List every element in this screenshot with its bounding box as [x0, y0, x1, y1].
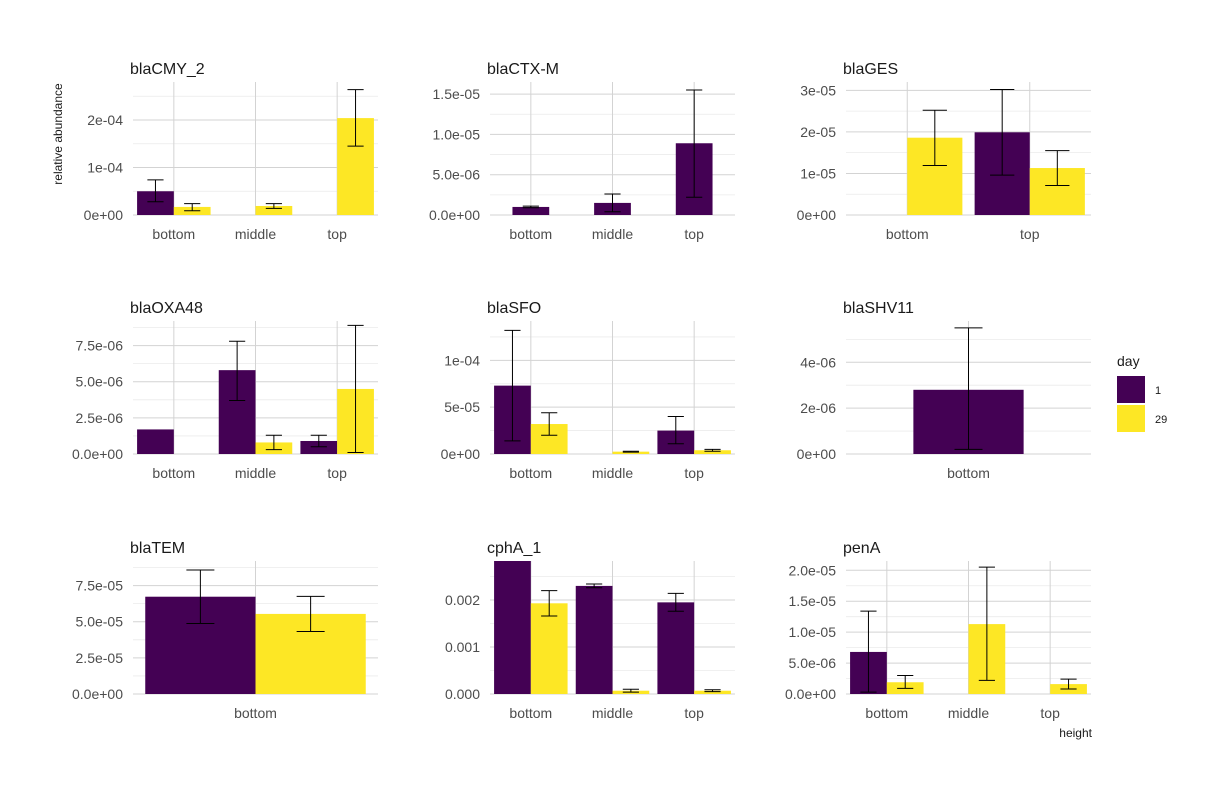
y-tick-label: 0e+00 — [441, 446, 481, 462]
y-tick-label: 0.000 — [445, 686, 480, 702]
x-tick-label: top — [327, 226, 347, 242]
y-tick-label: 0.0e+00 — [72, 686, 123, 702]
x-tick-label: middle — [235, 226, 276, 242]
y-tick-label: 4e-06 — [800, 354, 836, 370]
panel-blactx-m: 0.0e+00 5.0e-06 1.0e-05 1.5e-05 bottom middle… — [429, 61, 735, 242]
x-tick-label: bottom — [152, 226, 195, 242]
x-tick-label: top — [1020, 226, 1040, 242]
x-tick-label: middle — [592, 226, 633, 242]
panel-title: cphA_1 — [487, 540, 541, 557]
legend-key-day-1 — [1117, 376, 1145, 403]
x-tick-label: middle — [235, 465, 276, 481]
panel-blasfo: 0e+00 5e-05 1e-04 bottom middle top blaSFO — [441, 300, 735, 481]
y-tick-label: 3e-05 — [800, 82, 836, 98]
panel-blacmy-2: 0e+00 1e-04 2e-04 bottom middle top blaCMY_2 — [84, 61, 378, 242]
bar-blactx-m-bottom-day1 — [512, 206, 550, 215]
panel-title: blaCMY_2 — [130, 61, 205, 78]
bar-cpha-1-bottom-day1 — [494, 561, 531, 694]
x-tick-label: top — [1040, 705, 1060, 721]
x-tick-label: bottom — [947, 465, 990, 481]
legend-key-day-29 — [1117, 405, 1145, 432]
y-tick-label: 5.0e-06 — [789, 655, 837, 671]
bar-cpha-1-middle-day1 — [575, 585, 613, 694]
x-tick-label: bottom — [865, 705, 908, 721]
y-tick-label: 1.0e-05 — [789, 624, 837, 640]
y-tick-label: 1e-05 — [800, 165, 836, 181]
y-tick-label: 2.5e-05 — [76, 650, 124, 666]
panel-blatem: 0.0e+00 2.5e-05 5.0e-05 7.5e-05 bottom blaTEM — [72, 540, 378, 721]
y-tick-label: 1.0e-05 — [433, 126, 481, 142]
panel-title: blaGES — [843, 61, 898, 78]
y-tick-label: 2.0e-05 — [789, 562, 837, 578]
y-tick-label: 5.0e-06 — [433, 167, 481, 183]
bar-blacmy-2-middle-day29 — [255, 205, 293, 215]
panel-pena: 0.0e+00 5.0e-06 1.0e-05 1.5e-05 2.0e-05 botto… — [785, 540, 1091, 721]
x-tick-label: middle — [948, 705, 989, 721]
panel-title: blaSHV11 — [843, 300, 914, 317]
y-tick-label: 0.0e+00 — [429, 207, 480, 223]
x-tick-label: middle — [592, 465, 633, 481]
panel-cpha-1: 0.000 0.001 0.002 bottom middle top cphA_1 — [445, 540, 735, 721]
x-tick-label: bottom — [886, 226, 929, 242]
panel-title: blaOXA48 — [130, 300, 203, 317]
y-tick-label: 1.5e-05 — [789, 593, 837, 609]
y-tick-label: 0e+00 — [84, 207, 124, 223]
legend-title: day — [1117, 353, 1140, 369]
y-tick-label: 0.0e+00 — [72, 446, 123, 462]
y-tick-label: 0.001 — [445, 639, 480, 655]
y-tick-label: 0e+00 — [797, 446, 837, 462]
panel-title: blaSFO — [487, 300, 541, 317]
legend: day 1 29 — [1117, 353, 1167, 432]
y-tick-label: 5.0e-05 — [76, 614, 124, 630]
bar-blasfo-top-day29 — [694, 450, 731, 454]
panel-blashv11: 0e+00 2e-06 4e-06 bottom blaSHV11 — [797, 300, 1091, 481]
x-tick-label: bottom — [509, 465, 552, 481]
x-tick-label: bottom — [234, 705, 277, 721]
y-axis-label: relative abundance — [51, 83, 65, 185]
y-tick-label: 1e-04 — [87, 160, 123, 176]
bar-blacmy-2-bottom-day1 — [137, 191, 174, 215]
bar-blasfo-middle-day29 — [612, 451, 650, 454]
y-tick-label: 5.0e-06 — [76, 374, 124, 390]
panel-title: blaTEM — [130, 540, 185, 557]
y-tick-label: 2e-05 — [800, 124, 836, 140]
legend-label-day-29: 29 — [1155, 414, 1167, 426]
y-tick-label: 7.5e-05 — [76, 578, 124, 594]
y-tick-label: 5e-05 — [444, 399, 480, 415]
y-tick-label: 2e-06 — [800, 400, 836, 416]
y-tick-label: 2e-04 — [87, 112, 123, 128]
y-tick-label: 7.5e-06 — [76, 338, 124, 354]
bar-cpha-1-top-day29 — [694, 690, 731, 694]
x-tick-label: top — [327, 465, 347, 481]
x-tick-label: middle — [592, 705, 633, 721]
panel-title: blaCTX-M — [487, 61, 559, 78]
y-tick-label: 0.0e+00 — [785, 686, 836, 702]
x-tick-label: bottom — [509, 705, 552, 721]
y-tick-label: 2.5e-06 — [76, 410, 124, 426]
panel-title: penA — [843, 540, 881, 557]
x-axis-label: height — [1059, 726, 1092, 740]
y-tick-label: 0e+00 — [797, 207, 837, 223]
panel-blages: 0e+00 1e-05 2e-05 3e-05 bottom top blaGES — [797, 61, 1091, 242]
y-tick-label: 1.5e-05 — [433, 86, 481, 102]
y-tick-label: 1e-04 — [444, 352, 480, 368]
bar-cpha-1-bottom-day29 — [530, 603, 568, 694]
bar-blaoxa48-bottom-day1 — [137, 429, 174, 454]
bar-blaoxa48-top-day1 — [300, 440, 338, 454]
bar-cpha-1-top-day1 — [657, 602, 695, 694]
y-tick-label: 0.002 — [445, 592, 480, 608]
x-tick-label: top — [684, 705, 704, 721]
x-tick-label: bottom — [509, 226, 552, 242]
panel-blaoxa48: 0.0e+00 2.5e-06 5.0e-06 7.5e-06 bottom middle… — [72, 300, 378, 481]
x-tick-label: bottom — [152, 465, 195, 481]
x-tick-label: top — [684, 226, 704, 242]
x-tick-label: top — [684, 465, 704, 481]
legend-label-day-1: 1 — [1155, 385, 1161, 397]
